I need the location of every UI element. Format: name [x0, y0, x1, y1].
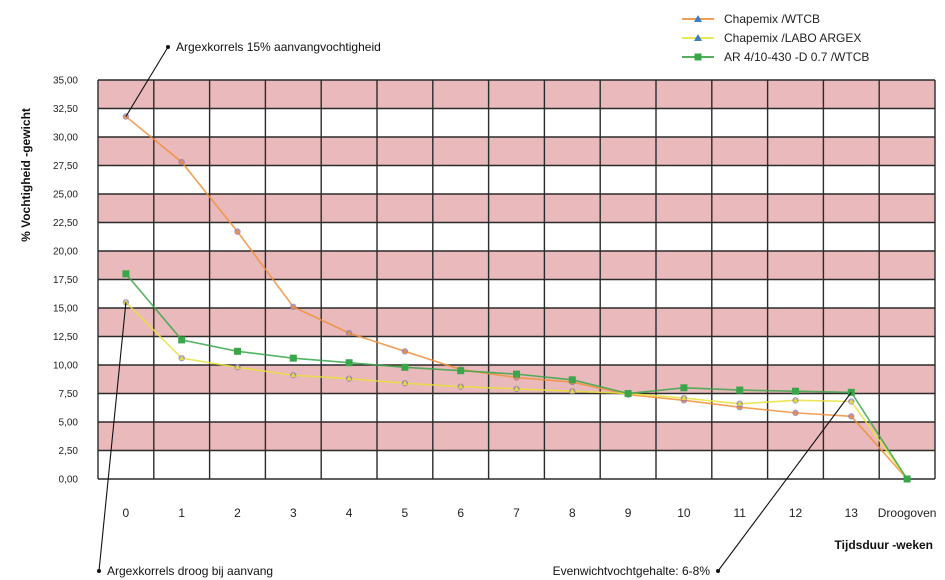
triangle-s1-5: [402, 380, 408, 386]
triangle-s1-10: [681, 395, 687, 401]
y-tick-label: 30,00: [53, 133, 78, 144]
band-7: [98, 251, 935, 280]
annotation-dot-1: [97, 569, 101, 573]
x-tick-label: 11: [733, 506, 746, 520]
y-tick-label: 10,00: [53, 361, 78, 372]
band-5: [98, 308, 935, 337]
x-tick-label: 10: [677, 506, 691, 520]
legend-label-0: Chapemix /WTCB: [724, 12, 820, 26]
marker-s2-9: [624, 390, 632, 397]
annotation-leader-1: [98, 302, 127, 572]
band-13: [98, 80, 935, 109]
y-tick-label: 27,50: [53, 161, 78, 172]
triangle-s0-3: [290, 303, 296, 309]
x-tick-label: 12: [789, 506, 803, 520]
triangle-s1-4: [346, 375, 352, 381]
legend-label-1: Chapemix /LABO ARGEX: [724, 31, 861, 45]
y-tick-labels: 0,00 2,50 5,00 7,50 10,00 12,50 15,00 17,50 20,0…: [53, 76, 78, 486]
x-tick-label: 1: [178, 506, 185, 520]
y-tick-label: 22,50: [53, 218, 78, 229]
triangle-s1-2: [234, 364, 241, 370]
annotation-leader-2: [717, 392, 852, 572]
y-tick-label: 2,50: [59, 446, 79, 457]
marker-s2-6: [457, 367, 465, 375]
legend-marker-1: [694, 34, 702, 41]
marker-s2-3: [289, 354, 297, 362]
annotation-leader-0: [125, 46, 169, 117]
triangle-s1-1: [179, 355, 185, 361]
annotations: Argexkorrels 15% aanvangvochtigheid Argex…: [97, 40, 852, 578]
marker-s2-11: [736, 386, 744, 394]
y-tick-label: 12,50: [53, 332, 78, 343]
y-tick-label: 15,00: [53, 304, 78, 315]
x-tick-label: 9: [625, 506, 632, 520]
marker-s2-12: [792, 387, 799, 395]
triangle-s1-12: [792, 397, 799, 403]
triangle-s0-4: [346, 330, 352, 336]
triangle-s1-11: [737, 400, 743, 406]
y-tick-label: 25,00: [53, 190, 78, 201]
y-axis-title: % Vochtigheid -gewicht: [19, 108, 33, 242]
x-axis-title: Tijdsduur -weken: [835, 538, 933, 552]
x-tick-label: 3: [290, 506, 297, 520]
legend-marker-2: [694, 53, 702, 61]
triangle-s1-6: [458, 383, 464, 389]
marker-s2-14: [903, 475, 911, 483]
grid-lines: [97, 79, 936, 480]
triangle-s1-0: [123, 299, 129, 305]
triangle-s0-12: [792, 409, 799, 415]
annotation-dot-2: [716, 569, 720, 573]
x-tick-label: 2: [234, 506, 241, 520]
x-tick-label: 5: [402, 506, 409, 520]
y-tick-label: 0,00: [59, 475, 79, 486]
marker-s2-10: [680, 384, 688, 392]
x-tick-label: Droogoven: [878, 506, 937, 520]
band-1: [98, 422, 935, 451]
triangle-s1-13: [848, 398, 854, 404]
x-tick-label: 4: [346, 506, 353, 520]
triangle-s0-5: [402, 348, 408, 354]
y-tick-label: 7,50: [59, 389, 79, 400]
x-tick-labels: 0 1 2 3 4 5 6 7 8 9 10 11 12 13 Droogoven: [123, 506, 937, 520]
y-tick-label: 5,00: [59, 418, 79, 429]
triangle-s0-2: [234, 228, 241, 234]
x-tick-label: 13: [845, 506, 859, 520]
annotation-text-1: Argexkorrels droog bij aanvang: [107, 564, 273, 578]
x-tick-label: 6: [457, 506, 464, 520]
annotation-text-2: Evenwichtvochtgehalte: 6-8%: [553, 564, 711, 578]
triangle-s0-13: [848, 413, 854, 419]
y-tick-label: 32,50: [53, 104, 78, 115]
triangle-s0-1: [179, 159, 185, 165]
marker-s2-0: [122, 270, 130, 278]
marker-s2-5: [401, 363, 409, 371]
y-tick-label: 20,00: [53, 247, 78, 258]
y-tick-label: 17,50: [53, 275, 78, 286]
x-tick-label: 7: [513, 506, 520, 520]
legend-marker-0: [694, 15, 702, 22]
legend-label-2: AR 4/10-430 -D 0.7 /WTCB: [724, 50, 869, 64]
annotation-dot-0: [166, 45, 170, 49]
band-9: [98, 194, 935, 223]
marker-s2-1: [178, 336, 186, 344]
marker-s2-2: [234, 347, 241, 355]
x-tick-label: 0: [123, 506, 130, 520]
x-tick-label: 8: [569, 506, 576, 520]
triangle-s1-8: [569, 388, 575, 394]
y-tick-label: 35,00: [53, 76, 78, 87]
band-11: [98, 137, 935, 166]
marker-s2-7: [513, 370, 520, 378]
legend: Chapemix /WTCB Chapemix /LABO ARGEX AR 4/1…: [682, 12, 869, 64]
marker-s2-8: [568, 376, 576, 384]
marker-s2-4: [345, 359, 353, 367]
triangle-s1-7: [513, 385, 520, 391]
background-bands: [98, 80, 935, 451]
triangle-s1-3: [290, 372, 296, 378]
annotation-text-0: Argexkorrels 15% aanvangvochtigheid: [176, 40, 381, 54]
